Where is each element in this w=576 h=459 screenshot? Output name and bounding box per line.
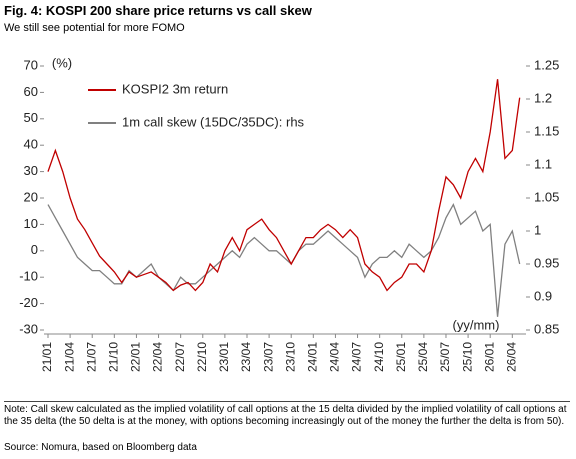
x-tick-label: 23/01: [217, 342, 231, 372]
y2-tick-label: 1.1: [534, 156, 552, 171]
x-tick-label: 24/10: [372, 342, 386, 372]
x-tick-label: 24/07: [350, 342, 364, 372]
x-tick-label: 25/07: [438, 342, 452, 372]
y-tick-label: 70: [24, 57, 38, 72]
y-tick-label: 10: [24, 216, 38, 231]
x-axis-label: (yy/mm): [453, 317, 500, 332]
legend-label: KOSPI2 3m return: [122, 81, 228, 96]
x-tick-label: 25/04: [416, 342, 430, 372]
x-tick-label: 23/10: [283, 342, 297, 372]
y-axis-label: (%): [52, 55, 72, 70]
x-tick-label: 21/07: [84, 342, 98, 372]
x-tick-label: 24/01: [305, 342, 319, 372]
note: Note: Call skew calculated as the implie…: [4, 401, 570, 428]
y-tick-label: 20: [24, 189, 38, 204]
x-tick-label: 26/01: [482, 342, 496, 372]
x-tick-label: 22/07: [173, 342, 187, 372]
x-tick-label: 23/07: [261, 342, 275, 372]
y2-tick-label: 0.95: [534, 255, 559, 270]
y2-tick-label: 1.2: [534, 90, 552, 105]
x-tick-label: 22/10: [195, 342, 209, 372]
series-line: [47, 79, 521, 292]
y-tick-label: 30: [24, 163, 38, 178]
y-tick-label: -20: [19, 295, 38, 310]
series-line: [47, 203, 521, 317]
y-tick-label: -30: [19, 321, 38, 336]
y-tick-label: 60: [24, 84, 38, 99]
x-tick-label: 22/04: [151, 342, 165, 372]
x-tick-label: 24/04: [328, 342, 342, 372]
x-tick-label: 21/10: [107, 342, 121, 372]
y2-tick-label: 1.15: [534, 123, 559, 138]
x-tick-label: 21/01: [40, 342, 54, 372]
y-tick-label: 40: [24, 137, 38, 152]
legend-label: 1m call skew (15DC/35DC): rhs: [122, 114, 305, 129]
y2-tick-label: 1: [534, 222, 541, 237]
source: Source: Nomura, based on Bloomberg data: [4, 442, 197, 453]
chart-subtitle: We still see potential for more FOMO: [4, 22, 185, 34]
y2-tick-label: 0.9: [534, 288, 552, 303]
y2-tick-label: 0.85: [534, 321, 559, 336]
y-tick-label: 0: [31, 242, 38, 257]
x-tick-label: 22/01: [129, 342, 143, 372]
y-tick-label: 50: [24, 110, 38, 125]
x-tick-label: 21/04: [62, 342, 76, 372]
chart: (%) (yy/mm) -30 -20 -10 0 10 20 30 40 50 60 70 0.85…: [19, 55, 559, 372]
chart-title: Fig. 4: KOSPI 200 share price returns vs…: [4, 3, 312, 18]
x-tick-label: 26/04: [504, 342, 518, 372]
x-tick-label: 23/04: [239, 342, 253, 372]
y2-tick-label: 1.25: [534, 57, 559, 72]
y2-tick-label: 1.05: [534, 189, 559, 204]
x-tick-label: 25/10: [460, 342, 474, 372]
x-tick-label: 25/01: [394, 342, 408, 372]
y-tick-label: -10: [19, 269, 38, 284]
